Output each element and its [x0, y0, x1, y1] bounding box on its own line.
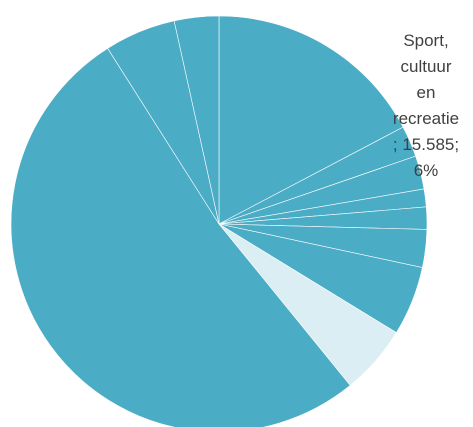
pie-slice-1	[218, 15, 404, 225]
callout-line-4: recreatie	[392, 109, 460, 128]
callout-line-6: 6%	[413, 161, 439, 180]
data-label-sport-cultuur-recreatie: Sport, cultuur en recreatie ; 15.585; 6%	[378, 28, 473, 184]
callout-line-5: ; 15.585;	[392, 135, 460, 154]
callout-line-2: cultuur	[400, 57, 452, 76]
pie-slice-9	[10, 47, 351, 427]
pie-slice-11	[173, 15, 220, 225]
callout-line-1: Sport,	[403, 31, 449, 50]
callout-line-3: en	[416, 83, 436, 102]
